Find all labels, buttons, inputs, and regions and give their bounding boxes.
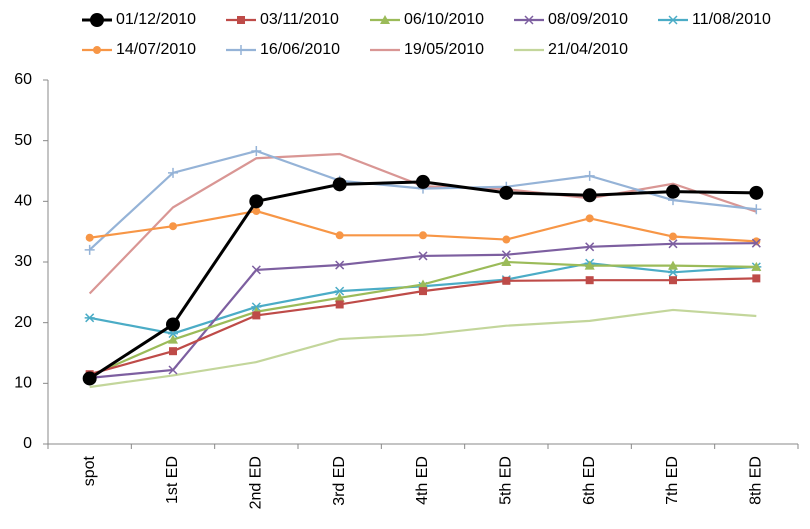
- marker: [84, 313, 95, 323]
- marker: [85, 233, 94, 242]
- marker: [334, 286, 345, 296]
- marker: [169, 347, 177, 356]
- marker: [668, 239, 678, 249]
- marker: [666, 184, 680, 199]
- marker: [418, 251, 428, 261]
- marker: [168, 334, 178, 344]
- marker: [251, 145, 262, 156]
- marker: [669, 232, 677, 241]
- marker: [751, 204, 762, 215]
- marker: [236, 45, 246, 55]
- marker: [416, 174, 430, 189]
- marker: [524, 15, 534, 25]
- y-tick-label: 20: [14, 314, 32, 331]
- marker: [419, 287, 427, 296]
- marker: [751, 261, 762, 271]
- x-tick-label: 5th ED: [498, 456, 515, 505]
- line: [89, 308, 757, 389]
- series: [85, 207, 761, 246]
- x-tick-label: 7th ED: [664, 456, 681, 505]
- marker: [252, 311, 261, 320]
- y-tick-label: 60: [14, 71, 32, 88]
- marker: [168, 167, 178, 178]
- marker: [168, 365, 178, 375]
- x-tick-label: 2nd ED: [248, 456, 265, 509]
- series: [85, 238, 761, 383]
- legend-label: 14/07/2010: [116, 41, 196, 58]
- marker: [668, 260, 678, 270]
- legend-label: 08/09/2010: [548, 11, 628, 28]
- marker: [90, 13, 104, 27]
- marker: [751, 238, 761, 248]
- marker: [749, 185, 764, 200]
- marker: [668, 267, 678, 277]
- marker: [582, 188, 597, 203]
- marker: [166, 317, 180, 332]
- legend-label: 01/12/2010: [116, 11, 196, 28]
- x-tick-label: 6th ED: [581, 456, 598, 505]
- marker: [418, 279, 428, 289]
- legend-label: 21/04/2010: [548, 41, 628, 58]
- x-tick-label: 4th ED: [414, 456, 431, 505]
- marker: [251, 265, 261, 275]
- marker: [585, 242, 595, 252]
- marker: [501, 250, 511, 260]
- x-tick-label: 3rd ED: [331, 456, 348, 506]
- marker: [93, 46, 101, 54]
- marker: [584, 260, 595, 270]
- legend-label: 16/06/2010: [260, 41, 340, 58]
- legend-label: 03/11/2010: [260, 11, 339, 28]
- marker: [752, 274, 761, 283]
- marker: [419, 231, 427, 240]
- marker: [585, 214, 594, 223]
- marker: [669, 276, 677, 285]
- marker: [499, 185, 514, 200]
- y-tick-label: 0: [23, 435, 32, 452]
- marker: [584, 170, 595, 181]
- series: [82, 174, 764, 386]
- line: [89, 242, 757, 379]
- marker: [502, 235, 511, 244]
- marker: [502, 276, 511, 285]
- legend-label: 11/08/2010: [692, 11, 771, 28]
- marker: [335, 300, 344, 309]
- series: [85, 274, 761, 379]
- marker: [335, 260, 345, 270]
- marker: [169, 222, 177, 231]
- series: [84, 257, 762, 381]
- marker: [84, 244, 95, 255]
- x-tick-label: 8th ED: [748, 456, 765, 505]
- marker: [82, 371, 97, 386]
- y-tick-label: 50: [14, 132, 32, 149]
- y-tick-label: 40: [14, 193, 32, 210]
- marker: [380, 15, 390, 24]
- marker: [332, 177, 347, 192]
- marker: [335, 231, 344, 240]
- y-tick-label: 10: [14, 375, 32, 392]
- marker: [252, 207, 261, 216]
- series: [84, 258, 762, 339]
- legend-label: 19/05/2010: [404, 41, 484, 58]
- legend-label: 06/10/2010: [404, 11, 484, 28]
- marker: [334, 292, 345, 302]
- marker: [237, 16, 245, 24]
- x-tick-label: 1st ED: [164, 456, 181, 504]
- marker: [585, 276, 594, 285]
- marker: [501, 257, 512, 266]
- series: [89, 308, 757, 389]
- marker: [668, 15, 678, 25]
- x-tick-label: spot: [81, 455, 98, 486]
- y-tick-label: 30: [14, 253, 32, 270]
- marker: [249, 194, 264, 209]
